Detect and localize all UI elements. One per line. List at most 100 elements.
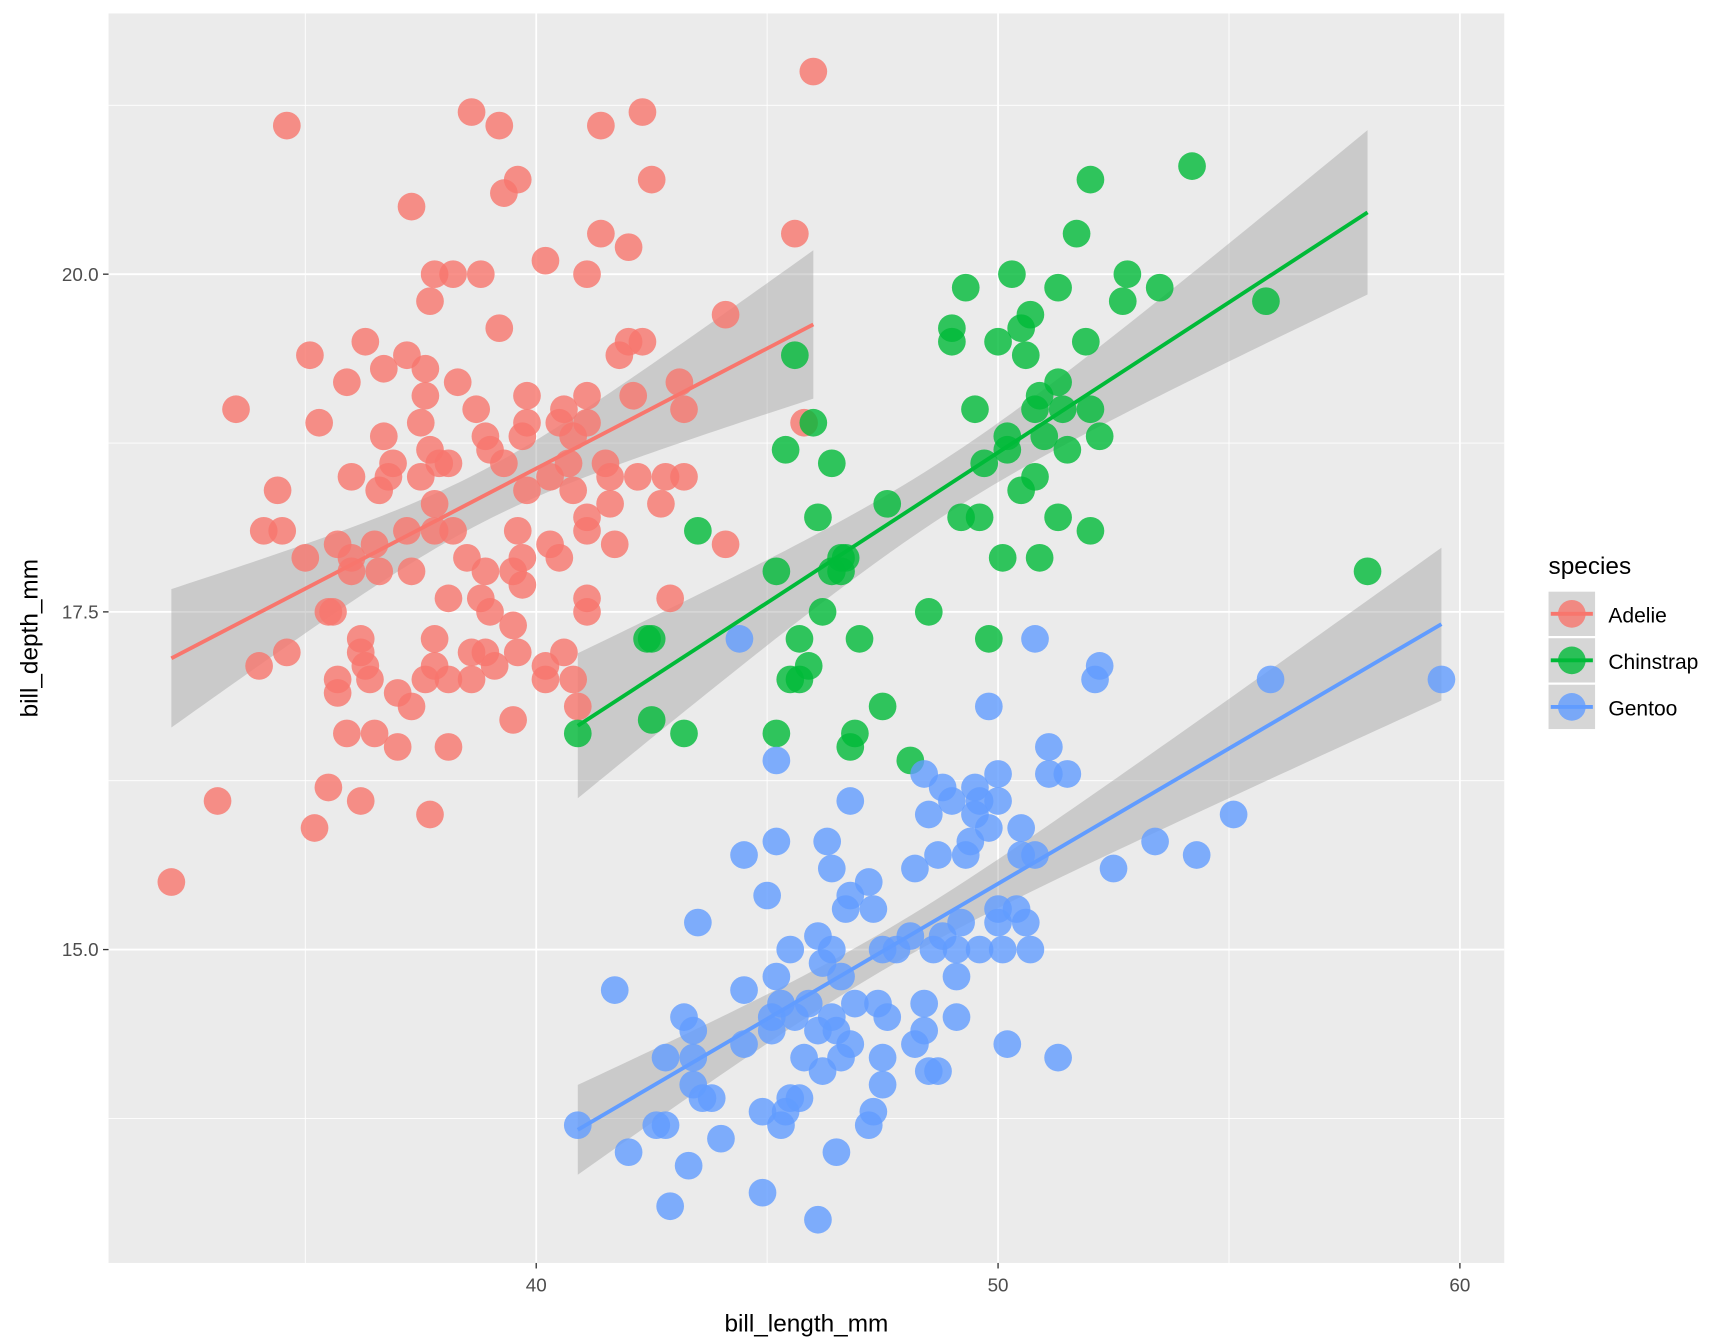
data-point-gentoo (942, 962, 971, 991)
data-point-gentoo (942, 1003, 971, 1031)
data-point-adelie (383, 733, 412, 761)
data-point-gentoo (614, 1138, 643, 1167)
data-point-chinstrap (762, 719, 791, 748)
legend: species Adelie Chinstrap Gentoo (1548, 553, 1698, 730)
data-point-adelie (559, 665, 588, 694)
data-point-adelie (503, 516, 532, 545)
data-point-gentoo (748, 1178, 777, 1207)
data-point-chinstrap (1353, 557, 1382, 586)
data-point-adelie (397, 192, 426, 221)
data-point-gentoo (938, 787, 966, 815)
data-point-adelie (268, 516, 297, 545)
data-point-adelie (513, 381, 541, 410)
data-point-chinstrap (1016, 300, 1045, 329)
data-point-gentoo (1007, 814, 1036, 842)
data-point-adelie (356, 665, 384, 694)
data-point-adelie (559, 476, 588, 505)
x-axis-title: bill_length_mm (724, 1311, 888, 1338)
data-point-gentoo (914, 800, 943, 829)
data-point-chinstrap (1011, 341, 1040, 370)
data-point-chinstrap (1145, 273, 1174, 302)
data-point-gentoo (563, 1111, 592, 1140)
data-point-chinstrap (998, 260, 1026, 289)
data-point-adelie (443, 368, 472, 397)
data-point-chinstrap (808, 598, 837, 626)
data-point-chinstrap (1076, 165, 1105, 194)
data-point-gentoo (697, 1084, 726, 1113)
data-point-adelie (360, 530, 389, 559)
data-point-adelie (531, 246, 560, 275)
legend-item-gentoo: Gentoo (1548, 684, 1677, 730)
data-point-chinstrap (984, 327, 1012, 356)
x-tick-label: 50 (988, 1275, 1009, 1296)
data-point-chinstrap (1113, 260, 1142, 289)
y-tick-label: 17.5 (62, 602, 99, 623)
data-point-chinstrap (563, 719, 592, 748)
data-point-gentoo (1035, 733, 1063, 761)
data-point-adelie (333, 719, 361, 748)
data-point-adelie (647, 489, 675, 518)
data-point-gentoo (730, 976, 758, 1004)
data-point-gentoo (910, 1016, 939, 1045)
data-point-gentoo (942, 935, 971, 964)
data-point-gentoo (1141, 827, 1169, 856)
data-point-gentoo (1021, 841, 1049, 869)
data-point-adelie (397, 557, 426, 586)
data-point-chinstrap (1108, 287, 1137, 316)
data-point-gentoo (993, 1030, 1022, 1058)
data-point-adelie (503, 638, 532, 667)
data-point-chinstrap (961, 395, 989, 424)
legend-item-adelie: Adelie (1548, 591, 1667, 636)
data-point-adelie (439, 260, 467, 289)
data-point-adelie (406, 408, 435, 437)
data-point-chinstrap (841, 719, 869, 748)
data-point-gentoo (1256, 665, 1285, 694)
data-point-gentoo (1011, 908, 1040, 937)
data-point-adelie (203, 787, 232, 815)
data-point-gentoo (873, 1003, 902, 1031)
data-point-adelie (573, 408, 601, 437)
data-point-gentoo (859, 895, 888, 923)
data-point-gentoo (817, 854, 846, 883)
data-point-adelie (360, 719, 389, 748)
data-point-adelie (291, 543, 320, 572)
data-point-adelie (476, 598, 504, 626)
data-point-adelie (508, 571, 537, 599)
legend-label: Adelie (1608, 605, 1666, 628)
data-point-adelie (637, 165, 666, 194)
data-point-adelie (420, 625, 449, 653)
data-point-adelie (573, 516, 601, 545)
data-point-chinstrap (914, 598, 943, 626)
data-point-adelie (333, 368, 361, 397)
data-point-adelie (337, 462, 366, 491)
data-point-gentoo (762, 827, 791, 856)
data-point-chinstrap (951, 273, 980, 302)
data-point-adelie (457, 665, 486, 694)
regression-line-adelie (170, 322, 815, 661)
data-point-gentoo (813, 827, 842, 856)
data-point-gentoo (1099, 854, 1128, 883)
data-point-adelie (346, 787, 375, 815)
y-axis-title: bill_depth_mm (17, 559, 44, 717)
data-point-chinstrap (1252, 287, 1280, 316)
data-point-gentoo (924, 841, 952, 869)
data-point-adelie (513, 408, 541, 437)
data-point-adelie (531, 665, 560, 694)
data-point-adelie (499, 611, 527, 640)
data-point-gentoo (651, 1043, 680, 1072)
data-point-adelie (245, 652, 273, 680)
data-point-adelie (656, 584, 685, 613)
data-point-adelie (485, 111, 514, 140)
data-point-adelie (545, 543, 574, 572)
data-point-adelie (434, 449, 463, 478)
data-point-chinstrap (1025, 543, 1054, 572)
data-point-chinstrap (684, 516, 712, 545)
data-point-gentoo (656, 1192, 685, 1221)
data-point-gentoo (679, 1016, 708, 1045)
data-point-gentoo (684, 908, 712, 937)
data-point-gentoo (984, 760, 1012, 788)
data-point-adelie (319, 598, 347, 626)
data-point-chinstrap (804, 503, 832, 532)
data-point-gentoo (1053, 760, 1082, 788)
data-point-chinstrap (762, 557, 791, 586)
